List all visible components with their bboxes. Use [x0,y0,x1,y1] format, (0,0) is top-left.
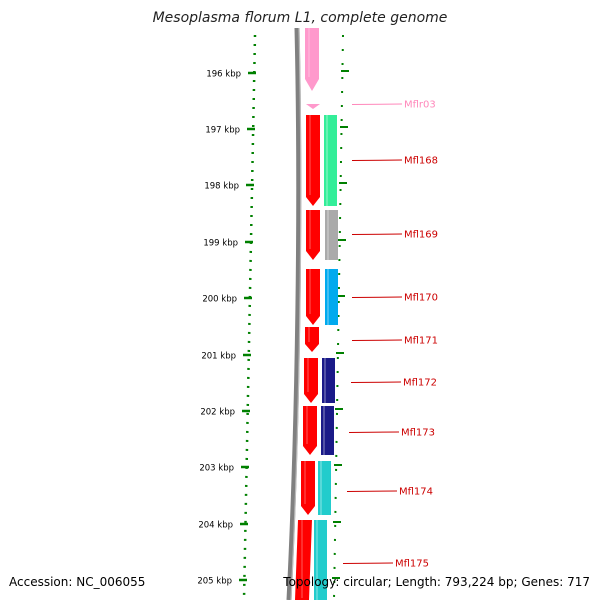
leader-line [346,490,398,492]
gene-arrow-shine [301,520,303,598]
ruler-tick-label: 196 kbp [206,70,241,80]
ruler-tick-label: 201 kbp [201,352,236,362]
ruler-tick-label: 202 kbp [200,408,235,418]
gene-label-mfl168: Mfl168 [404,156,438,167]
map-title: Mesoplasma florum L1, complete genome [152,10,448,26]
gene-arrow-shine [307,358,309,392]
cog-bar-mfl175 [314,520,327,600]
gene-label-mfl173: Mfl173 [401,428,435,439]
leader-line [351,159,403,161]
gene-arrow-shine [304,461,306,504]
gene-arrow-shine [309,269,311,314]
gene-label-mfl172: Mfl172 [403,378,437,389]
gene-label-mfl169: Mfl169 [404,230,438,241]
leader-line [350,381,402,383]
cog-bar-shine [327,269,329,325]
cog-bar-mfl169 [325,210,338,260]
gene-arrow-mfl168 [306,115,320,206]
gene-arrow-mfl175 [295,520,312,600]
gene-arrow-shine [309,115,311,195]
gene-arrow-mfl170 [306,269,320,325]
leader-line [351,339,403,341]
genome-backbone-highlight [290,27,302,600]
gene-arrow-mfl172 [304,358,318,403]
genome-summary-text: Topology: circular; Length: 793,224 bp; … [283,575,590,589]
cog-bar-shine [324,358,326,403]
gene-arrow-shine [308,327,310,342]
gene-arrow-mfl174 [301,461,315,515]
gene-arrow-shine [306,406,308,444]
ruler-tick-label: 203 kbp [199,464,234,474]
ruler-tick-label: 199 kbp [203,239,238,249]
cog-bar-shine [320,461,322,515]
cog-bar-mfl170 [325,269,338,325]
cog-bar-shine [326,115,328,206]
cog-bar-shine [316,520,318,600]
leader-line [351,103,403,105]
gene-label-mfl174: Mfl174 [399,487,433,498]
cog-bar-mfl172 [322,358,335,403]
ruler-dotted-line [242,34,257,600]
leader-line [351,296,403,298]
leader-line [342,562,394,564]
genome-backbone [286,27,302,600]
ruler-tick-label: 197 kbp [205,126,240,136]
ruler-tick-label: 198 kbp [204,182,239,192]
gene-label-mflr03: Mflr03 [404,100,436,111]
gene-arrow-mfl171 [305,327,319,352]
ruler-tick-label: 204 kbp [198,521,233,531]
accession-text: Accession: NC_006055 [9,575,146,589]
cog-bar-shine [327,210,329,260]
gene-arrow-mfl173 [303,406,317,455]
gene-arrow-mfl169 [306,210,320,260]
gene-arrow-shine [308,28,310,77]
cog-bar-shine [323,406,325,455]
gene-label-mfl175: Mfl175 [395,559,429,570]
gene-label-mfl171: Mfl171 [404,336,438,347]
trna-arrow-top [305,28,319,91]
gene-arrow-shine [309,210,311,249]
leader-line [351,233,403,235]
cog-bar-mfl168 [324,115,337,206]
ruler-tick-label: 205 kbp [197,577,232,587]
cog-bar-mfl174 [318,461,331,515]
leader-line [348,431,400,433]
gene-label-mfl170: Mfl170 [404,293,438,304]
cog-bar-mfl173 [321,406,334,455]
ruler-tick-label: 200 kbp [202,295,237,305]
trna-arrow-mflr03 [306,104,320,109]
